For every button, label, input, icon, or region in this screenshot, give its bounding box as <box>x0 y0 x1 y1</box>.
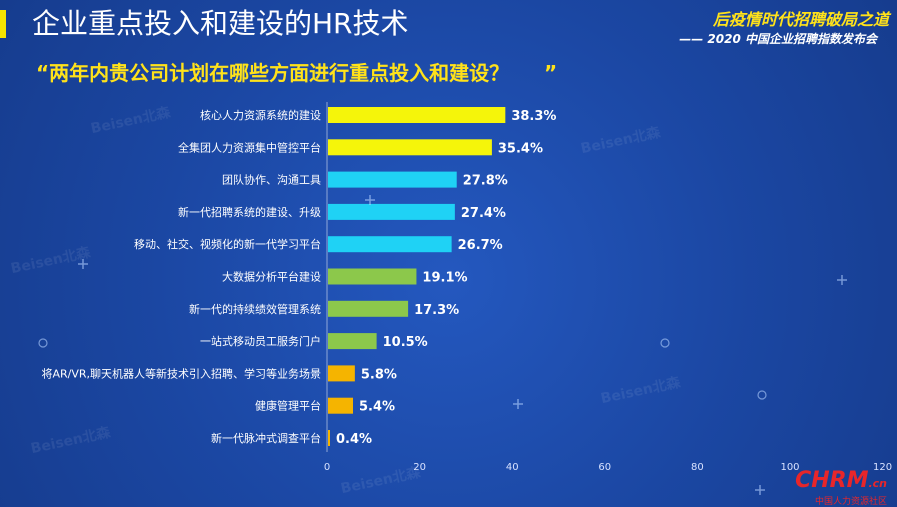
bar <box>328 397 354 414</box>
data-label: 5.8% <box>361 367 397 382</box>
data-label: 5.4% <box>359 400 395 415</box>
bar <box>328 139 492 156</box>
data-label: 0.4% <box>336 432 372 447</box>
title-accent-bar <box>0 10 6 38</box>
survey-question: “两年内贵公司计划在哪些方面进行重点投入和建设？ ” <box>36 61 558 85</box>
category-label: 新一代的持续绩效管理系统 <box>189 302 321 316</box>
category-label: 健康管理平台 <box>255 399 321 413</box>
bar <box>328 365 355 382</box>
data-label: 35.4% <box>498 141 543 156</box>
category-label: 全集团人力资源集中管控平台 <box>178 140 321 154</box>
event-brand-subtitle: —— 2020 中国企业招聘指数发布会 <box>679 32 877 46</box>
category-label: 新一代招聘系统的建设、升级 <box>178 205 321 219</box>
category-label: 一站式移动员工服务门户 <box>200 334 321 348</box>
chrm-logo: CHRM.cn <box>795 468 887 493</box>
data-label: 10.5% <box>383 335 428 350</box>
event-brand-title: 后疫情时代招聘破局之道 <box>712 10 889 29</box>
x-tick-label: 80 <box>691 462 704 473</box>
circle-decoration <box>38 338 48 348</box>
circle-decoration <box>660 338 670 348</box>
x-tick-label: 100 <box>780 462 799 473</box>
bar <box>328 430 330 446</box>
chrm-logo-suffix: .cn <box>868 477 887 490</box>
x-tick-label: 60 <box>598 462 611 473</box>
bar <box>328 268 417 285</box>
bar <box>328 107 506 123</box>
data-label: 38.3% <box>511 109 556 124</box>
plus-decoration <box>755 485 765 495</box>
x-tick-label: 120 <box>873 462 892 473</box>
data-label: 26.7% <box>458 238 503 253</box>
bar <box>328 236 452 253</box>
x-tick-label: 20 <box>413 462 426 473</box>
bar <box>328 203 455 220</box>
bar <box>328 300 409 317</box>
plus-decoration <box>837 275 847 285</box>
plus-decoration <box>78 259 88 269</box>
category-label: 团队协作、沟通工具 <box>222 173 321 187</box>
bar <box>328 171 457 188</box>
data-label: 27.4% <box>461 206 506 221</box>
circle-decoration <box>757 390 767 400</box>
chrm-logo-text: CHRM <box>795 468 869 493</box>
data-label: 17.3% <box>414 303 459 318</box>
plus-decoration <box>365 195 375 205</box>
bar <box>328 333 377 350</box>
x-tick-label: 0 <box>324 462 330 473</box>
category-label: 新一代脉冲式调查平台 <box>211 431 321 445</box>
chrm-logo-tagline: 中国人力资源社区 <box>814 497 887 507</box>
data-label: 27.8% <box>463 174 508 189</box>
category-label: 移动、社交、视频化的新一代学习平台 <box>134 237 321 251</box>
data-label: 19.1% <box>422 271 467 286</box>
plus-decoration <box>513 399 523 409</box>
category-label: 大数据分析平台建设 <box>222 270 321 284</box>
category-label: 核心人力资源系统的建设 <box>200 108 321 122</box>
category-label: 将AR/VR,聊天机器人等新技术引入招聘、学习等业务场景 <box>41 366 321 380</box>
slide-title: 企业重点投入和建设的HR技术 <box>32 7 409 40</box>
x-tick-label: 40 <box>506 462 519 473</box>
